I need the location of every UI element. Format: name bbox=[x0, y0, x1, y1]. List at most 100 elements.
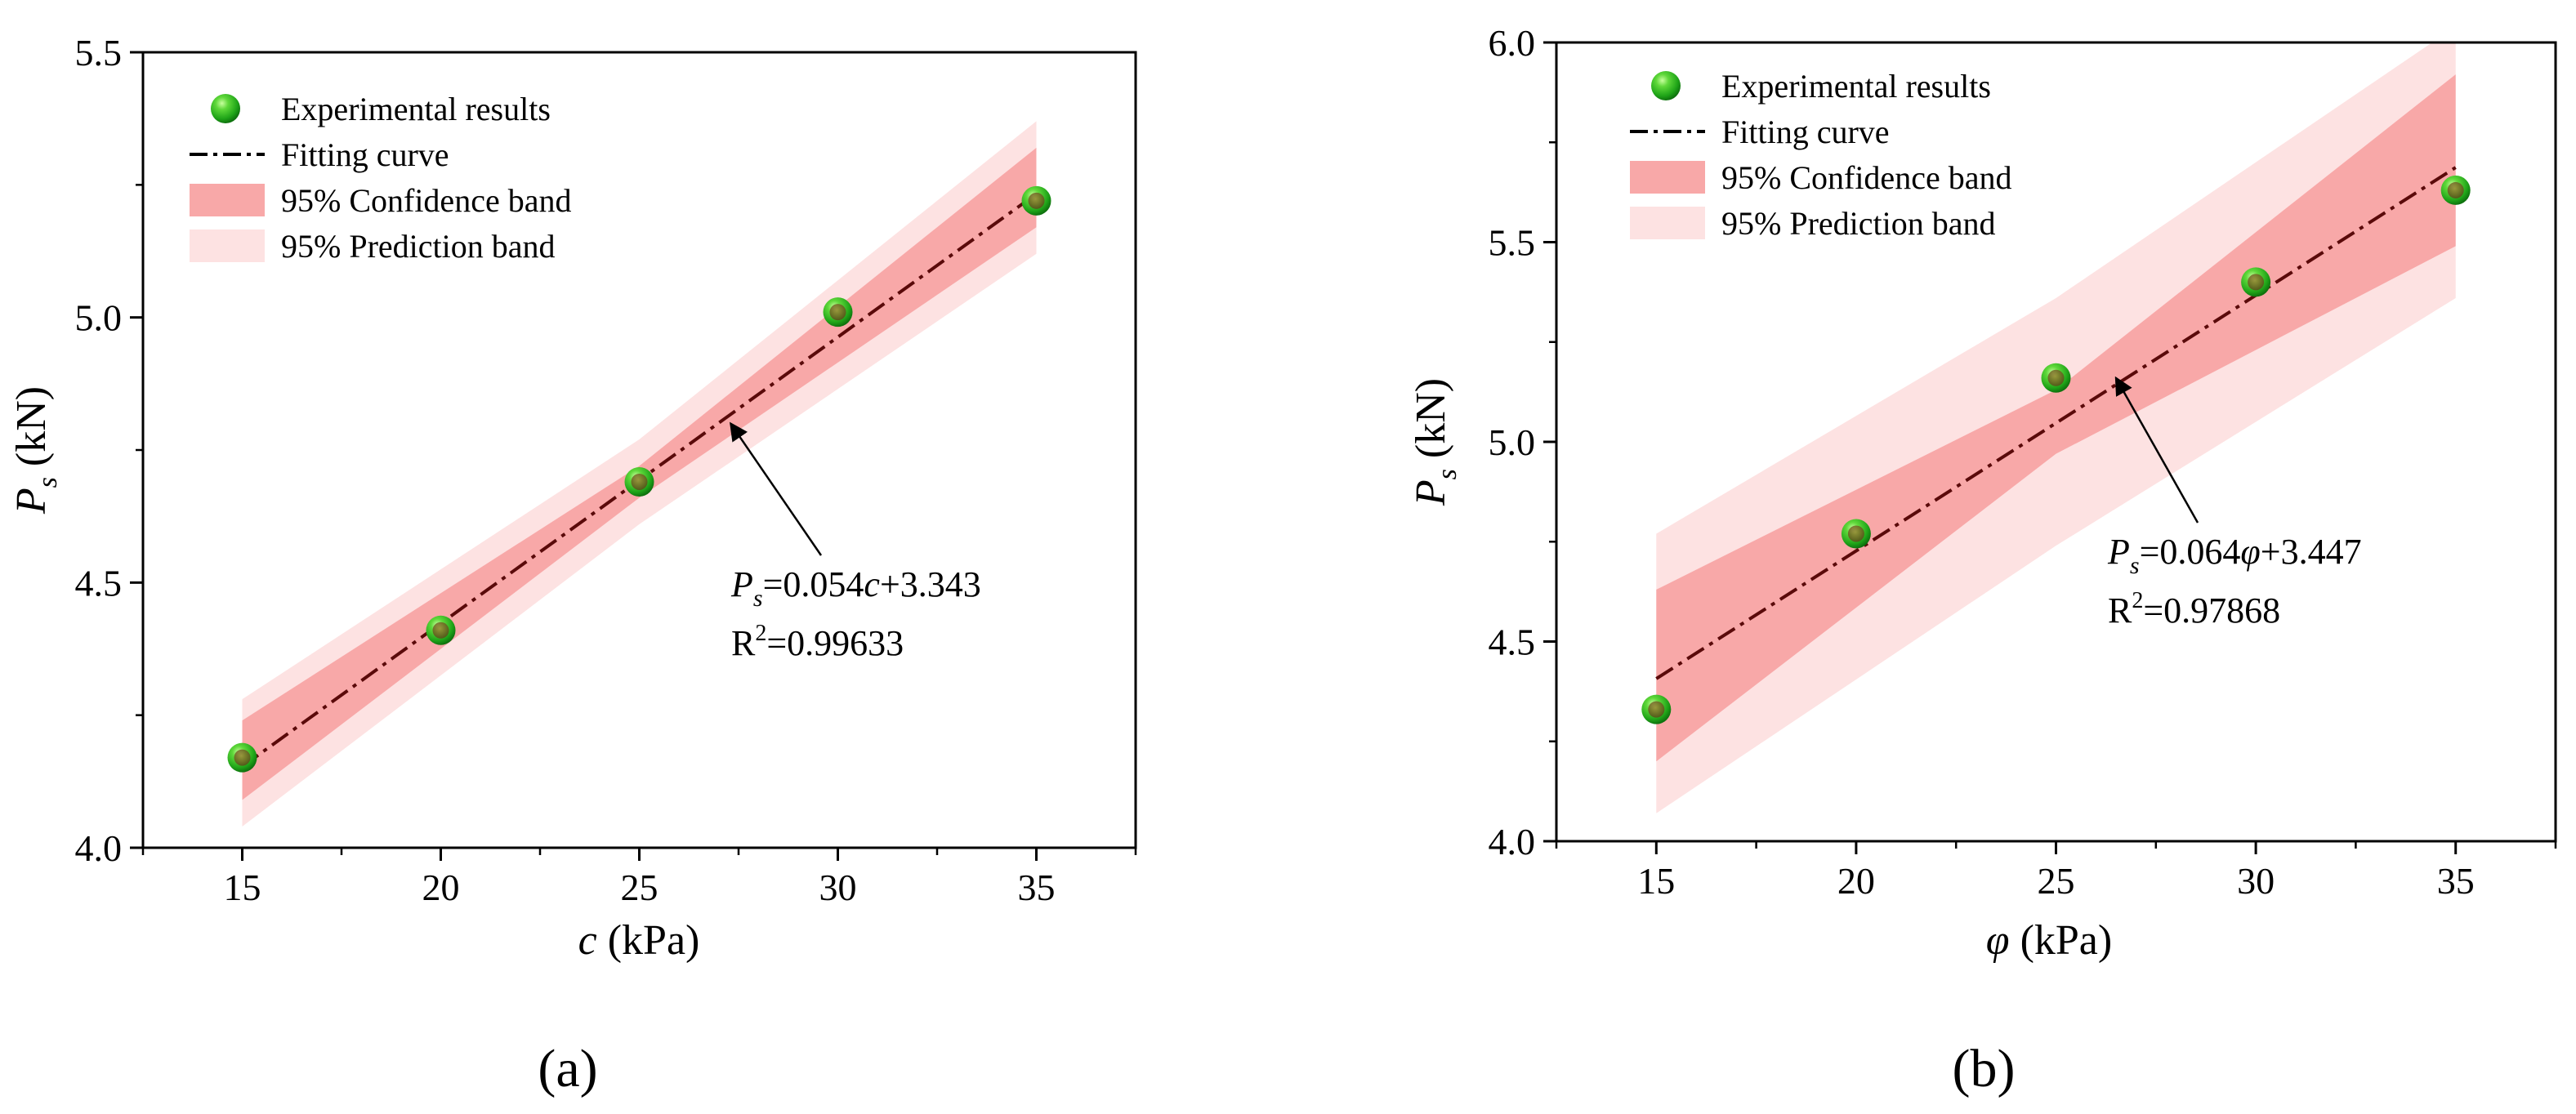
experimental-points-a bbox=[227, 185, 1051, 773]
y-axis-sub: s bbox=[1432, 469, 1462, 479]
data-point bbox=[227, 742, 257, 773]
legend-swatch-confidence bbox=[1630, 161, 1705, 194]
y-axis-unit: (kN) bbox=[8, 386, 55, 477]
r2-sup: 2 bbox=[755, 621, 766, 646]
data-point-core bbox=[234, 749, 251, 766]
data-point-core bbox=[2248, 274, 2265, 291]
legend-swatch-prediction bbox=[1630, 207, 1705, 239]
equation-text: Ps=0.054c+3.343 bbox=[730, 564, 981, 612]
equation-sub: s bbox=[2130, 552, 2140, 579]
x-axis-unit: (kPa) bbox=[597, 917, 700, 964]
legend-label-fit: Fitting curve bbox=[281, 136, 449, 173]
y-axis-sub: s bbox=[33, 477, 63, 488]
data-point bbox=[1641, 694, 1672, 724]
equation-post: +3.343 bbox=[880, 564, 981, 604]
legend-label-prediction: 95% Prediction band bbox=[1721, 205, 1996, 242]
r2-post: =0.97868 bbox=[2143, 590, 2280, 631]
data-point-core bbox=[1648, 701, 1665, 718]
panel-label: (a) bbox=[538, 1039, 597, 1098]
data-point-core bbox=[631, 473, 648, 490]
x-tick-label: 30 bbox=[2237, 860, 2275, 902]
data-point-core bbox=[432, 622, 449, 639]
data-point bbox=[1841, 519, 1871, 549]
equation-xvar: c bbox=[864, 564, 880, 604]
r2-post: =0.99633 bbox=[766, 623, 904, 663]
y-axis-var: P bbox=[8, 488, 55, 515]
legend-label-experimental: Experimental results bbox=[1721, 68, 1991, 105]
data-point-core bbox=[829, 304, 846, 321]
r2-sup: 2 bbox=[2132, 588, 2143, 613]
equation-post: +3.447 bbox=[2261, 532, 2362, 572]
x-axis-title: φ (kPa) bbox=[1986, 917, 2112, 964]
chart-panel-b: 15 20 25 30 35 4.0 4.5 5.0 5.5 6.0 Experimental r… bbox=[1408, 22, 2557, 1098]
legend-label-fit: Fitting curve bbox=[1721, 114, 1890, 150]
legend-b: Experimental results Fitting curve 95% Con… bbox=[1630, 68, 2011, 242]
legend-label-prediction: 95% Prediction band bbox=[281, 228, 556, 265]
r2-text: R2=0.97868 bbox=[2108, 588, 2280, 631]
fitting-curve-line bbox=[1655, 166, 2457, 680]
ticks-a: 15 20 25 30 35 4.0 4.5 5.0 5.5 bbox=[75, 32, 1137, 908]
legend-a: Experimental results Fitting curve 95% Con… bbox=[190, 91, 571, 265]
data-point bbox=[823, 297, 853, 328]
x-tick-label: 25 bbox=[2038, 860, 2075, 902]
y-axis-unit: (kN) bbox=[1408, 378, 1454, 469]
chart-panel-a: 15 20 25 30 35 4.0 4.5 5.0 5.5 Experimental resu… bbox=[8, 32, 1137, 1098]
x-tick-label: 30 bbox=[819, 867, 857, 908]
axis-titles-a: c (kPa) Ps (kN) (a) bbox=[8, 386, 699, 1098]
y-axis-title: Ps (kN) bbox=[8, 386, 63, 515]
x-axis-title: c (kPa) bbox=[578, 917, 700, 964]
confidence-band-b bbox=[1656, 74, 2456, 762]
legend-swatch-prediction bbox=[190, 229, 265, 262]
axis-titles-b: φ (kPa) Ps (kN) (b) bbox=[1408, 378, 2112, 1098]
y-axis-title: Ps (kN) bbox=[1408, 378, 1462, 506]
x-axis-unit: (kPa) bbox=[2010, 917, 2113, 964]
r2-pre: R bbox=[731, 623, 756, 663]
y-axis-var: P bbox=[1408, 479, 1454, 506]
legend-swatch-confidence bbox=[190, 184, 265, 216]
equation-text: Ps=0.064φ+3.447 bbox=[2107, 532, 2362, 579]
equation-pre: =0.064 bbox=[2140, 532, 2241, 572]
data-point-core bbox=[2447, 181, 2464, 198]
equation-pre: =0.054 bbox=[763, 564, 864, 604]
data-point bbox=[1021, 185, 1051, 216]
equation-var: P bbox=[2107, 532, 2130, 572]
r2-text: R2=0.99633 bbox=[731, 621, 904, 663]
equation-annotation-a: Ps=0.054c+3.343 R2=0.99633 bbox=[730, 421, 981, 663]
data-point bbox=[2440, 175, 2471, 205]
x-tick-label: 20 bbox=[422, 867, 460, 908]
ticks-b: 15 20 25 30 35 4.0 4.5 5.0 5.5 6.0 bbox=[1489, 22, 2557, 902]
x-tick-label: 15 bbox=[224, 867, 261, 908]
data-point-core bbox=[1847, 525, 1864, 542]
data-point-core bbox=[1028, 192, 1045, 209]
x-tick-label: 25 bbox=[621, 867, 659, 908]
x-tick-label: 35 bbox=[2437, 860, 2475, 902]
legend-label-confidence: 95% Confidence band bbox=[281, 182, 571, 219]
data-point bbox=[624, 466, 654, 497]
x-tick-label: 15 bbox=[1637, 860, 1675, 902]
y-tick-label: 5.5 bbox=[1489, 222, 1536, 264]
legend-label-confidence: 95% Confidence band bbox=[1721, 159, 2011, 196]
legend-marker-experimental bbox=[1651, 71, 1681, 100]
y-tick-label: 4.5 bbox=[75, 562, 123, 604]
data-point bbox=[426, 615, 456, 645]
data-point bbox=[2241, 267, 2271, 297]
fitting-curve-b bbox=[1655, 166, 2457, 680]
experimental-points-b bbox=[1641, 175, 2471, 724]
panel-label: (b) bbox=[1953, 1039, 2016, 1098]
y-tick-label: 5.0 bbox=[75, 297, 123, 339]
y-tick-label: 4.5 bbox=[1489, 622, 1536, 663]
x-tick-label: 35 bbox=[1018, 867, 1056, 908]
y-tick-label: 5.0 bbox=[1489, 421, 1536, 463]
equation-sub: s bbox=[753, 585, 763, 612]
y-tick-label: 4.0 bbox=[75, 827, 123, 869]
x-axis-var: φ bbox=[1986, 917, 2010, 964]
equation-arrow bbox=[730, 421, 823, 556]
data-point bbox=[2041, 363, 2071, 393]
legend-marker-experimental bbox=[211, 94, 240, 123]
data-point-core bbox=[2047, 369, 2065, 386]
y-tick-label: 6.0 bbox=[1489, 22, 1536, 64]
equation-arrow bbox=[2114, 376, 2199, 524]
y-tick-label: 5.5 bbox=[75, 32, 123, 74]
y-tick-label: 4.0 bbox=[1489, 821, 1536, 862]
equation-xvar: φ bbox=[2240, 532, 2260, 572]
